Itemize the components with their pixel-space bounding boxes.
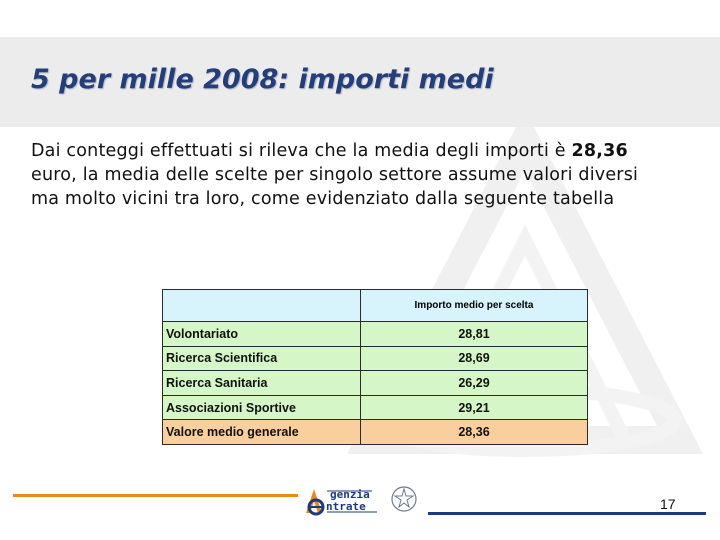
- row-value: 26,29: [360, 370, 588, 396]
- body-paragraph: Dai conteggi effettuati si rileva che la…: [31, 139, 671, 211]
- body-highlight-value: 28,36: [571, 141, 628, 161]
- title-band: [0, 37, 720, 127]
- slide-title: 5 per mille 2008: importi medi: [31, 64, 494, 95]
- logo-mark-icon: [306, 486, 417, 516]
- table-header-right: Importo medio per scelta: [360, 289, 588, 322]
- row-label: Ricerca Sanitaria: [162, 370, 361, 396]
- body-text-part2: euro, la media delle scelte per singolo …: [31, 165, 639, 209]
- row-value: 29,21: [360, 394, 588, 421]
- agenzia-entrate-logo: genzia ntrate: [302, 483, 422, 517]
- row-label: Ricerca Scientifica: [162, 345, 361, 372]
- table-row: Volontariato 28,81: [162, 321, 588, 347]
- page-number: 17: [660, 496, 676, 512]
- table-header-row: Importo medio per scelta: [162, 289, 588, 322]
- logo-line1: genzia: [330, 488, 370, 501]
- total-value: 28,36: [360, 419, 588, 445]
- row-value: 28,81: [360, 321, 588, 347]
- body-text-part1: Dai conteggi effettuati si rileva che la…: [31, 141, 572, 161]
- table-row: Ricerca Sanitaria 26,29: [162, 370, 588, 396]
- row-value: 28,69: [360, 345, 588, 372]
- table-row: Ricerca Scientifica 28,69: [162, 345, 588, 372]
- row-label: Associazioni Sportive: [162, 394, 361, 421]
- logo-line2: ntrate: [326, 500, 366, 513]
- table-total-row: Valore medio generale 28,36: [162, 419, 588, 445]
- average-amount-table: Importo medio per scelta Volontariato 28…: [162, 289, 588, 445]
- footer-orange-rule: [13, 494, 298, 497]
- total-label: Valore medio generale: [162, 419, 361, 445]
- footer-blue-rule: [428, 512, 706, 515]
- table-header-left: [162, 289, 361, 322]
- row-label: Volontariato: [162, 321, 361, 347]
- table-row: Associazioni Sportive 29,21: [162, 394, 588, 421]
